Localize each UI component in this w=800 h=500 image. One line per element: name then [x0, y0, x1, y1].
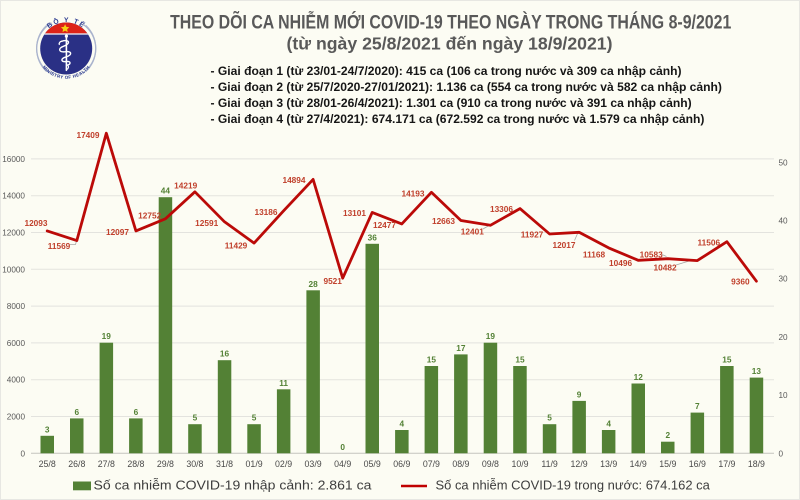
- svg-text:13186: 13186: [254, 207, 277, 217]
- svg-text:16/9: 16/9: [689, 459, 706, 469]
- svg-text:40: 40: [779, 217, 789, 226]
- svg-text:7: 7: [695, 401, 700, 411]
- svg-text:11569: 11569: [48, 241, 71, 251]
- svg-text:0: 0: [340, 442, 345, 452]
- svg-text:07/9: 07/9: [423, 459, 440, 469]
- svg-text:13306: 13306: [490, 204, 513, 214]
- svg-text:14/9: 14/9: [630, 459, 647, 469]
- svg-text:17/9: 17/9: [718, 459, 735, 469]
- svg-text:30: 30: [779, 275, 789, 284]
- svg-text:15: 15: [515, 355, 525, 365]
- svg-text:12663: 12663: [432, 216, 455, 226]
- svg-text:12093: 12093: [24, 218, 47, 228]
- svg-text:10496: 10496: [609, 258, 632, 268]
- svg-text:09/8: 09/8: [482, 459, 499, 469]
- svg-text:10583: 10583: [640, 249, 663, 259]
- svg-text:17409: 17409: [76, 130, 99, 140]
- svg-text:20: 20: [779, 333, 789, 342]
- svg-text:12591: 12591: [195, 218, 218, 228]
- svg-text:5: 5: [547, 413, 552, 423]
- svg-text:16: 16: [220, 349, 230, 359]
- svg-text:19: 19: [102, 331, 112, 341]
- svg-text:9360: 9360: [731, 277, 750, 287]
- svg-text:8000: 8000: [7, 302, 26, 311]
- svg-text:12752: 12752: [138, 210, 161, 220]
- svg-text:29/8: 29/8: [157, 459, 174, 469]
- svg-text:THEO DÕI CA NHIỄM MỚI COVID-19: THEO DÕI CA NHIỄM MỚI COVID-19 THEO NGÀY…: [170, 10, 732, 33]
- svg-text:13: 13: [752, 366, 762, 376]
- svg-text:02/9: 02/9: [275, 459, 292, 469]
- svg-text:14193: 14193: [401, 188, 424, 198]
- svg-text:11429: 11429: [225, 240, 248, 250]
- svg-text:01/9: 01/9: [246, 459, 263, 469]
- svg-text:4: 4: [606, 419, 611, 429]
- svg-text:36: 36: [368, 232, 378, 242]
- svg-text:5: 5: [252, 413, 257, 423]
- svg-text:3: 3: [45, 424, 50, 434]
- svg-text:27/8: 27/8: [98, 459, 115, 469]
- svg-text:50: 50: [779, 158, 789, 167]
- svg-text:31/8: 31/8: [216, 459, 233, 469]
- svg-text:19: 19: [486, 331, 496, 341]
- svg-text:4: 4: [399, 419, 404, 429]
- svg-text:15/9: 15/9: [659, 459, 676, 469]
- svg-text:(từ ngày 25/8/2021 đến ngày 18: (từ ngày 25/8/2021 đến ngày 18/9/2021): [286, 34, 612, 54]
- svg-text:28/8: 28/8: [127, 459, 144, 469]
- svg-text:6: 6: [134, 407, 139, 417]
- svg-text:0: 0: [779, 449, 784, 458]
- svg-text:11168: 11168: [583, 249, 606, 259]
- svg-text:10000: 10000: [2, 265, 25, 274]
- svg-text:Số ca nhiễm COVID-19 trong nướ: Số ca nhiễm COVID-19 trong nước: 674.162…: [436, 477, 711, 492]
- svg-text:12000: 12000: [2, 229, 25, 238]
- svg-text:17: 17: [456, 343, 466, 353]
- svg-text:- Giai đoạn 2 (từ 25/7/2020-27: - Giai đoạn 2 (từ 25/7/2020-27/01/2021):…: [211, 80, 722, 94]
- svg-text:13101: 13101: [343, 208, 366, 218]
- svg-text:15: 15: [427, 355, 437, 365]
- svg-text:6000: 6000: [7, 339, 26, 348]
- svg-text:05/9: 05/9: [364, 459, 381, 469]
- svg-text:12401: 12401: [461, 227, 484, 237]
- svg-text:9: 9: [577, 389, 582, 399]
- svg-text:12097: 12097: [106, 227, 129, 237]
- svg-text:26/8: 26/8: [68, 459, 85, 469]
- svg-text:18/9: 18/9: [748, 459, 765, 469]
- svg-text:14894: 14894: [282, 175, 305, 185]
- svg-text:16000: 16000: [2, 155, 25, 164]
- svg-text:11506: 11506: [697, 238, 720, 248]
- svg-text:12477: 12477: [373, 220, 396, 230]
- svg-text:11: 11: [279, 378, 288, 388]
- svg-text:4000: 4000: [7, 376, 26, 385]
- svg-text:10: 10: [779, 391, 789, 400]
- svg-text:15: 15: [722, 355, 732, 365]
- svg-text:08/9: 08/9: [452, 459, 469, 469]
- svg-text:- Giai đoạn 1 (từ 23/01-24/7/2: - Giai đoạn 1 (từ 23/01-24/7/2020): 415 …: [211, 64, 682, 78]
- svg-text:9521: 9521: [323, 276, 342, 286]
- svg-text:44: 44: [161, 186, 171, 196]
- svg-text:10/9: 10/9: [511, 459, 528, 469]
- svg-text:2000: 2000: [7, 413, 26, 422]
- svg-text:30/8: 30/8: [186, 459, 203, 469]
- svg-text:28: 28: [308, 279, 318, 289]
- svg-text:- Giai đoạn 4 (từ 27/4/2021):: - Giai đoạn 4 (từ 27/4/2021): 674.171 ca…: [211, 112, 705, 126]
- svg-text:14000: 14000: [2, 192, 25, 201]
- svg-text:12: 12: [634, 372, 644, 382]
- svg-text:- Giai đoạn 3 (từ 28/01-26/4/2: - Giai đoạn 3 (từ 28/01-26/4/2021): 1.30…: [211, 96, 692, 110]
- svg-text:12/9: 12/9: [571, 459, 588, 469]
- svg-text:06/9: 06/9: [393, 459, 410, 469]
- svg-text:11/9: 11/9: [541, 459, 558, 469]
- svg-text:11927: 11927: [521, 230, 544, 240]
- svg-text:04/9: 04/9: [334, 459, 351, 469]
- svg-text:13/9: 13/9: [600, 459, 617, 469]
- svg-text:14219: 14219: [174, 180, 197, 190]
- svg-text:10482: 10482: [654, 263, 677, 273]
- svg-text:6: 6: [74, 407, 79, 417]
- svg-text:12017: 12017: [552, 240, 575, 250]
- svg-text:Số ca nhiễm COVID-19 nhập cảnh: Số ca nhiễm COVID-19 nhập cảnh: 2.861 ca: [94, 478, 372, 493]
- svg-text:5: 5: [193, 413, 198, 423]
- svg-text:2: 2: [665, 430, 670, 440]
- svg-text:0: 0: [20, 449, 25, 458]
- svg-text:25/8: 25/8: [39, 459, 56, 469]
- svg-text:03/9: 03/9: [305, 459, 322, 469]
